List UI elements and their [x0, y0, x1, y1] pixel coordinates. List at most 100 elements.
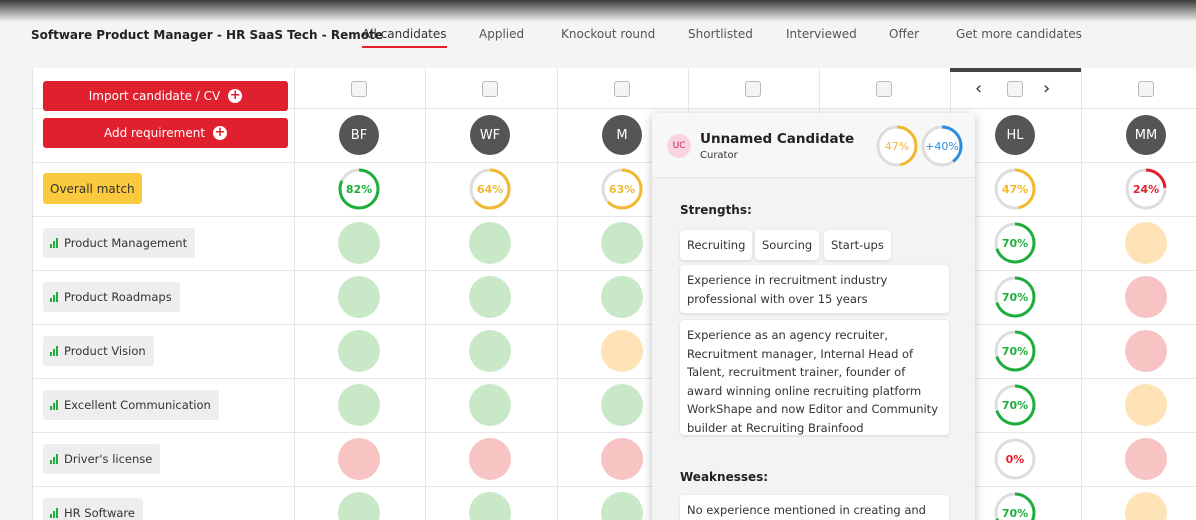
popup-avatar: UC — [667, 134, 691, 158]
signal-bar — [53, 457, 55, 464]
strength-text: Experience in recruitment industry profe… — [680, 265, 949, 313]
select-checkbox[interactable] — [1138, 81, 1154, 97]
plus-icon: + — [213, 125, 228, 140]
tab[interactable]: Applied — [479, 27, 525, 41]
strengths-title: Strengths: — [680, 203, 752, 217]
select-checkbox[interactable] — [614, 81, 630, 97]
tab[interactable]: Interviewed — [786, 27, 857, 41]
weaknesses-title: Weaknesses: — [680, 470, 769, 484]
requirement-label: Product Management — [43, 228, 196, 258]
score-ring: 70% — [994, 276, 1036, 318]
candidate-avatar[interactable]: MM — [1126, 115, 1166, 155]
requirement-text: Product Roadmaps — [64, 290, 172, 304]
candidate-popup: UC Unnamed Candidate Curator 47% +40% Strengt… — [652, 113, 975, 520]
ring-arc — [601, 168, 643, 210]
score-dot — [1125, 438, 1167, 480]
next-arrow[interactable]: › — [1043, 78, 1051, 99]
ring-arc — [994, 492, 1036, 520]
row-divider — [33, 378, 1196, 379]
candidate-avatar[interactable]: M — [602, 115, 642, 155]
active-column-bar — [950, 68, 1081, 72]
score-ring: 0% — [994, 438, 1036, 480]
signal-bar — [56, 508, 58, 518]
score-dot — [469, 384, 511, 426]
ring-arc — [876, 125, 918, 167]
signal-bar — [50, 352, 52, 356]
score-dot — [601, 222, 643, 264]
select-checkbox[interactable] — [876, 81, 892, 97]
tab[interactable]: Offer — [889, 27, 920, 41]
prev-arrow[interactable]: ‹ — [975, 78, 983, 99]
row-divider — [33, 270, 1196, 271]
popup-role: Curator — [700, 150, 738, 161]
score-dot — [601, 276, 643, 318]
tab[interactable]: All candidates — [362, 27, 447, 48]
ring-label: 70% — [1002, 237, 1028, 250]
select-checkbox[interactable] — [482, 81, 498, 97]
score-ring: 63% — [601, 168, 643, 210]
requirement-label: Product Vision — [43, 336, 154, 366]
ring-label: 0% — [1006, 453, 1025, 466]
score-ring: 70% — [994, 384, 1036, 426]
signal-bar — [50, 298, 52, 302]
button-label: Add requirement — [103, 126, 206, 140]
score-dot — [338, 276, 380, 318]
score-dot — [469, 276, 511, 318]
select-checkbox[interactable] — [1007, 81, 1023, 97]
add-requirement-button[interactable]: Add requirement + — [43, 118, 288, 148]
ring-label: 63% — [609, 183, 635, 196]
signal-bar — [53, 511, 55, 518]
tab[interactable]: Shortlisted — [688, 27, 753, 41]
ring-label: +40% — [925, 140, 959, 153]
popup-name: Unnamed Candidate — [700, 131, 855, 147]
row-divider — [33, 432, 1196, 433]
column-divider — [557, 68, 558, 520]
tab[interactable]: Get more candidates — [956, 27, 1082, 41]
import-button[interactable]: Import candidate / CV + — [43, 81, 288, 111]
tab[interactable]: Knockout round — [561, 27, 656, 41]
signal-bar — [50, 460, 52, 464]
row-divider — [33, 216, 1196, 217]
ring-label: 64% — [477, 183, 503, 196]
ring-label: 70% — [1002, 345, 1028, 358]
signal-bar — [56, 238, 58, 248]
score-dot — [1125, 330, 1167, 372]
job-title: Software Product Manager - HR SaaS Tech … — [31, 28, 383, 42]
signal-bar — [56, 400, 58, 410]
score-dot — [1125, 222, 1167, 264]
score-dot — [338, 222, 380, 264]
signal-bar — [56, 346, 58, 356]
requirement-text: HR Software — [64, 506, 135, 520]
score-ring: 70% — [994, 492, 1036, 520]
requirement-text: Excellent Communication — [64, 398, 211, 412]
overall-match-badge: Overall match — [43, 173, 142, 204]
ring-arc — [994, 222, 1036, 264]
candidate-avatar[interactable]: WF — [470, 115, 510, 155]
score-dot — [469, 222, 511, 264]
signal-bar — [53, 295, 55, 302]
requirement-label: Product Roadmaps — [43, 282, 180, 312]
ring-arc — [921, 125, 963, 167]
signal-bar — [53, 349, 55, 356]
select-checkbox[interactable] — [351, 81, 367, 97]
signal-bar — [50, 514, 52, 518]
candidate-avatar[interactable]: HL — [995, 115, 1035, 155]
select-checkbox[interactable] — [745, 81, 761, 97]
candidate-avatar[interactable]: BF — [339, 115, 379, 155]
row-divider — [33, 324, 1196, 325]
ring-label: 70% — [1002, 507, 1028, 520]
signal-bar — [50, 244, 52, 248]
requirement-text: Product Management — [64, 236, 188, 250]
weakness-text: No experience mentioned in creating and — [680, 495, 949, 520]
score-dot — [601, 384, 643, 426]
ring-label: 47% — [885, 140, 909, 153]
score-dot — [601, 492, 643, 520]
requirement-text: Product Vision — [64, 344, 146, 358]
ring-arc — [338, 168, 380, 210]
strength-tag: Start-ups — [824, 230, 891, 260]
score-dot — [601, 330, 643, 372]
signal-bar — [56, 454, 58, 464]
strength-tag: Sourcing — [755, 230, 820, 260]
requirement-label: Driver's license — [43, 444, 161, 474]
score-ring: 47% — [876, 125, 918, 167]
